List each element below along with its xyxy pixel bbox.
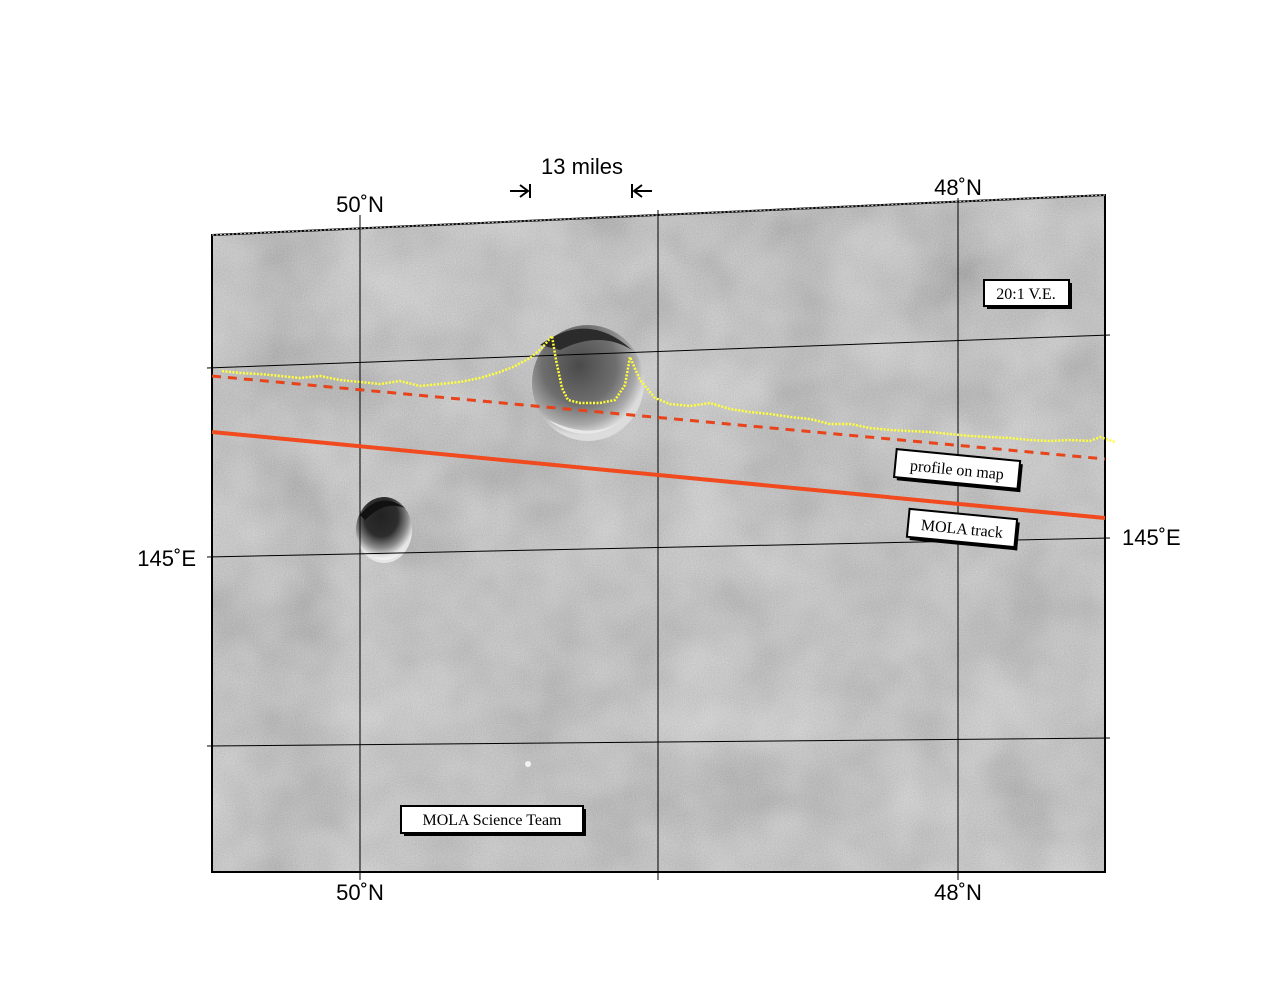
profile-label-box: profile on map: [892, 448, 1023, 493]
parallel-upper: [206, 334, 1111, 369]
parallel-lower: [206, 737, 1111, 747]
large-crater: [532, 325, 644, 441]
scale-label: 13 miles: [541, 154, 623, 179]
credit-label-box: MOLA Science Team: [400, 805, 586, 836]
scale-indicator: 13 miles: [510, 154, 652, 198]
ve-label: 20:1 V.E.: [996, 286, 1055, 303]
bottom-lat-label-50n: 50˚N: [336, 880, 384, 905]
lon-label-right: 145˚E: [1122, 525, 1181, 550]
map-frame: [211, 193, 1106, 873]
arrow-right-icon: [510, 184, 531, 198]
small-crater: [356, 497, 412, 563]
profile-on-map-line: [211, 374, 1106, 461]
arrow-left-icon: [631, 184, 652, 198]
top-lat-label-48n: 48˚N: [934, 175, 982, 200]
lon-label-left: 145˚E: [137, 546, 196, 571]
track-label-box: MOLA track: [905, 507, 1020, 551]
bright-spot: [525, 761, 531, 767]
elevation-profile: [221, 333, 1116, 444]
top-lat-label-50n: 50˚N: [336, 192, 384, 217]
bottom-lat-label-48n: 48˚N: [934, 880, 982, 905]
ve-label-box: 20:1 V.E.: [983, 279, 1072, 309]
credit-label: MOLA Science Team: [423, 812, 563, 829]
mola-track-line: [211, 430, 1106, 520]
